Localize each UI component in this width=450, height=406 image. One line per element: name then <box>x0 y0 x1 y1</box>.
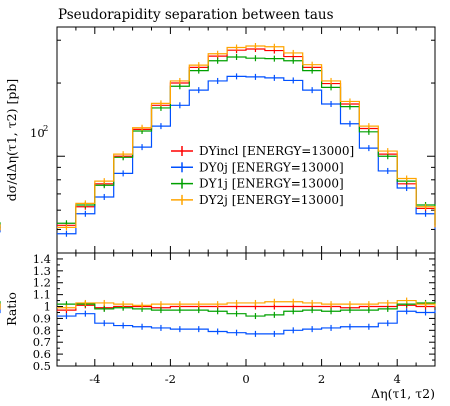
ratio-series-group <box>0 297 436 337</box>
ratio-y-tick-label: 0.5 <box>33 359 51 373</box>
x-tick-label: -4 <box>89 372 100 386</box>
main-y-tick-base: 10 <box>30 126 45 140</box>
legend: DYincl [ENERGY=13000] DY0j [ENERGY=13000]… <box>171 144 354 207</box>
ratio-y-tick-label: 0.6 <box>33 347 51 361</box>
legend-label: DY1j [ENERGY=13000] <box>199 177 344 191</box>
legend-label: DY2j [ENERGY=13000] <box>199 193 344 207</box>
ratio-y-tick-label: 0.9 <box>33 311 51 325</box>
series-2-ratio-line <box>57 302 436 317</box>
ratio-y-tick-labels: 0.50.60.70.80.911.11.21.31.4 <box>33 252 51 373</box>
legend-label: DYincl [ENERGY=13000] <box>199 144 354 158</box>
legend-label: DY0j [ENERGY=13000] <box>199 160 344 174</box>
chart-title: Pseudorapidity separation between taus <box>58 7 334 23</box>
ratio-y-tick-label: 1 <box>44 300 51 314</box>
x-tick-labels: -4 -2 0 2 4 <box>89 372 401 386</box>
ratio-axis-ticks <box>56 253 436 367</box>
ratio-y-tick-label: 1.1 <box>33 288 51 302</box>
main-y-tick-exponent: 2 <box>43 124 48 134</box>
ratio-y-tick-label: 1.4 <box>33 252 51 266</box>
series-3-line <box>57 45 436 228</box>
main-axis-ticks <box>56 27 436 254</box>
y-axis-label: dσ/dΔη(τ1, τ2) [pb] <box>4 79 19 201</box>
series-3-ratio-line <box>57 299 436 309</box>
x-tick-label: 4 <box>394 372 401 386</box>
x-tick-label: -2 <box>165 372 176 386</box>
x-tick-label: 2 <box>318 372 325 386</box>
ratio-axis-label: Ratio <box>4 292 19 326</box>
series-1-ratio-line <box>57 310 436 335</box>
ratio-y-tick-label: 0.8 <box>33 323 51 337</box>
ratio-y-tick-label: 1.3 <box>33 264 51 278</box>
ratio-y-tick-label: 1.2 <box>33 276 51 290</box>
main-y-tick-label: 10 2 <box>30 124 48 140</box>
main-series-group <box>0 43 436 237</box>
x-axis-label: Δη(τ1, τ2) <box>371 386 435 401</box>
x-tick-label: 0 <box>242 372 249 386</box>
ratio-y-tick-label: 0.7 <box>33 335 51 349</box>
